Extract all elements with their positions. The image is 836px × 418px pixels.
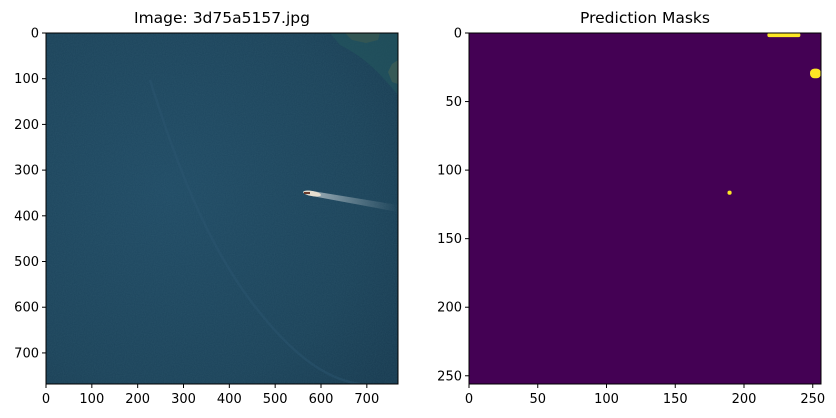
mask-y-tick-label: 50 [445,95,462,110]
mask-x-tick-label: 250 [800,392,825,407]
satellite-image [46,33,398,384]
image-y-tick-label: 100 [14,72,39,87]
mask-y-tick-label: 100 [437,164,462,179]
mask-x-axis: 0 50 100 150 200 250 [465,384,825,407]
mask-background [469,33,821,384]
mask-x-tick-label: 50 [529,392,546,407]
mask-blob [727,190,732,195]
faint-wake-trail [148,79,361,384]
mask-y-tick-label: 200 [437,301,462,316]
mask-panel: Prediction Masks 0 50 100 150 200 250 0 50 100 1… [437,9,825,407]
mask-heatmap [469,33,821,384]
image-x-tick-label: 600 [309,392,334,407]
mask-axes-frame [468,32,822,385]
ship-wake [312,191,398,212]
image-y-tick-label: 500 [14,255,39,270]
mask-panel-title: Prediction Masks [580,9,710,27]
image-y-axis: 0 100 200 300 400 500 600 700 [14,27,46,361]
mask-blobs [727,33,821,195]
sea-grain [46,33,398,384]
image-panel-title: Image: 3d75a5157.jpg [134,9,310,27]
image-x-tick-label: 100 [79,392,104,407]
image-y-tick-label: 300 [14,164,39,179]
mask-blob [767,33,801,38]
shore-water-top-right [330,33,398,95]
image-x-tick-label: 200 [125,392,150,407]
mask-x-tick-label: 150 [663,392,688,407]
image-x-tick-label: 400 [217,392,242,407]
mask-blob [810,68,821,79]
image-x-tick-label: 700 [354,392,379,407]
mask-x-tick-label: 200 [732,392,757,407]
mask-y-tick-label: 150 [437,232,462,247]
mask-y-tick-label: 250 [437,369,462,384]
image-panel: Image: 3d75a5157.jpg 0 100 200 300 400 500 600… [14,9,399,407]
image-y-tick-label: 600 [14,301,39,316]
mask-x-tick-label: 0 [465,392,473,407]
mask-x-tick-label: 100 [594,392,619,407]
image-x-axis: 0 100 200 300 400 500 600 700 [42,384,379,407]
mask-y-tick-label: 0 [454,27,462,42]
image-x-tick-label: 0 [42,392,50,407]
image-y-tick-label: 700 [14,346,39,361]
image-axes-frame [45,32,399,385]
mask-y-axis: 0 50 100 150 200 250 [437,27,469,384]
image-y-tick-label: 400 [14,209,39,224]
image-y-tick-label: 0 [31,27,39,42]
ship-deck-shadow [304,192,310,194]
image-x-tick-label: 300 [171,392,196,407]
image-y-tick-label: 200 [14,118,39,133]
image-x-tick-label: 500 [263,392,288,407]
